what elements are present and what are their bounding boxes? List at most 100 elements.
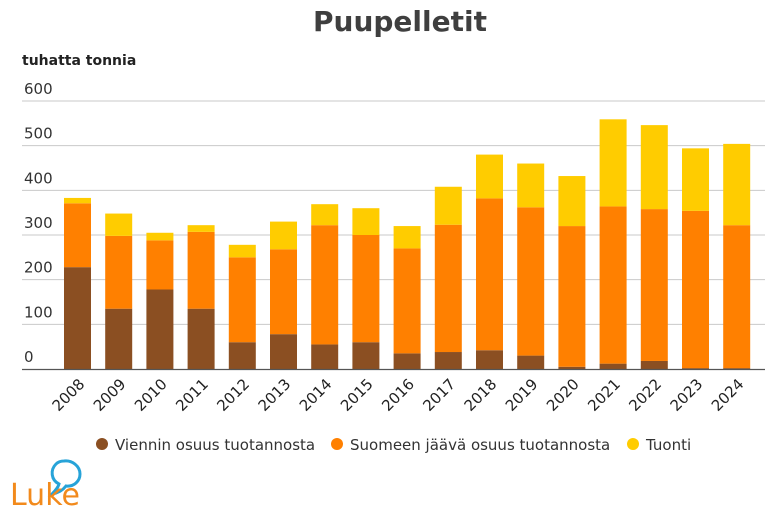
bar-segment (640, 209, 668, 361)
bar-segment (599, 206, 627, 364)
logo-text: Luke (10, 478, 80, 513)
legend: Viennin osuus tuotannosta Suomeen jäävä o… (96, 436, 691, 454)
bar-segment (476, 154, 503, 199)
bar-segment (476, 198, 503, 351)
bar-segment (352, 235, 380, 343)
x-tick-label: 2009 (90, 375, 130, 415)
legend-item: Suomeen jäävä osuus tuotannosta (331, 436, 610, 454)
x-tick-label: 2019 (502, 375, 542, 415)
bar-segment (270, 221, 297, 250)
bar-segment (105, 235, 133, 309)
y-tick-label: 100 (24, 303, 53, 321)
x-tick-labels: 2008 2009 2010 2011 2012 2013 2014 2015 2016 2017… (49, 375, 748, 415)
y-axis-label: tuhatta tonnia (22, 53, 136, 69)
bar-segment (311, 344, 339, 369)
bar-segment (682, 210, 709, 369)
chart-title: Puupelletit (313, 5, 487, 38)
x-tick-label: 2013 (255, 375, 295, 415)
bar-group (187, 225, 215, 369)
bar-segment (723, 143, 751, 226)
bar-group (682, 148, 709, 369)
x-tick-label: 2020 (543, 375, 583, 415)
bar-group (64, 197, 91, 369)
y-tick-label: 400 (24, 169, 53, 187)
bar-group (270, 221, 297, 369)
bar-group (640, 125, 668, 369)
bar-segment (270, 249, 297, 335)
legend-label: Viennin osuus tuotannosta (115, 436, 315, 454)
bar-segment (723, 225, 751, 369)
bar-segment (64, 197, 91, 204)
bar-segment (311, 204, 339, 226)
x-tick-label: 2017 (419, 375, 459, 415)
x-tick-label: 2010 (131, 375, 171, 415)
x-tick-label: 2022 (625, 375, 665, 415)
bar-segment (187, 231, 215, 309)
bar-segment (352, 208, 380, 235)
bar-group (723, 143, 751, 369)
bar-segment (228, 342, 256, 369)
bar-group (105, 213, 133, 369)
bar-segment (682, 368, 709, 369)
bar-segment (434, 352, 462, 369)
bar-segment (682, 148, 709, 211)
bar-segment (558, 226, 586, 367)
bar-group (558, 176, 586, 369)
bar-segment (105, 213, 133, 236)
speech-bubble-icon (47, 459, 82, 497)
bar-segment (228, 244, 256, 258)
bar-segment (393, 353, 421, 369)
bar-segment (228, 257, 256, 343)
bar-segment (640, 125, 668, 210)
bar-segment (146, 232, 174, 241)
bar-segment (352, 342, 380, 369)
x-tick-label: 2021 (584, 375, 624, 415)
x-tick-label: 2023 (667, 375, 707, 415)
bar-group (393, 226, 421, 369)
bar-group (434, 186, 462, 369)
legend-item: Viennin osuus tuotannosta (96, 436, 315, 454)
y-tick-label: 600 (24, 80, 53, 98)
bar-segment (146, 240, 174, 290)
bars (64, 119, 751, 369)
bar-segment (311, 225, 339, 345)
bar-group (352, 208, 380, 369)
bar-segment (599, 363, 627, 369)
bar-segment (558, 366, 586, 369)
bar-segment (517, 207, 545, 356)
bar-segment (64, 267, 91, 369)
luke-logo: Luke (10, 459, 82, 513)
x-tick-label: 2012 (213, 375, 253, 415)
x-tick-label: 2014 (296, 375, 336, 415)
legend-label: Tuonti (645, 436, 691, 454)
bar-segment (187, 308, 215, 369)
bar-segment (434, 186, 462, 225)
y-tick-label: 500 (24, 125, 53, 143)
bar-group (311, 204, 339, 369)
bar-segment (434, 224, 462, 353)
bar-segment (640, 360, 668, 369)
bar-segment (105, 308, 133, 369)
bar-segment (723, 368, 751, 369)
x-tick-label: 2015 (337, 375, 377, 415)
bar-segment (64, 203, 91, 268)
bar-segment (558, 176, 586, 227)
x-tick-label: 2018 (461, 375, 501, 415)
x-tick-label: 2024 (708, 375, 748, 415)
bar-segment (517, 355, 545, 369)
bar-group (146, 232, 174, 369)
bar-segment (146, 289, 174, 369)
y-tick-label: 0 (24, 348, 34, 366)
bar-group (517, 163, 545, 369)
bar-group (228, 244, 256, 369)
bar-segment (599, 119, 627, 207)
bar-segment (517, 163, 545, 208)
y-tick-labels: 0 100 200 300 400 500 600 (24, 80, 53, 366)
x-tick-label: 2016 (378, 375, 418, 415)
bar-segment (187, 225, 215, 232)
bar-segment (476, 350, 503, 369)
x-tick-label: 2008 (49, 375, 89, 415)
bar-segment (270, 334, 297, 369)
bar-segment (393, 248, 421, 354)
